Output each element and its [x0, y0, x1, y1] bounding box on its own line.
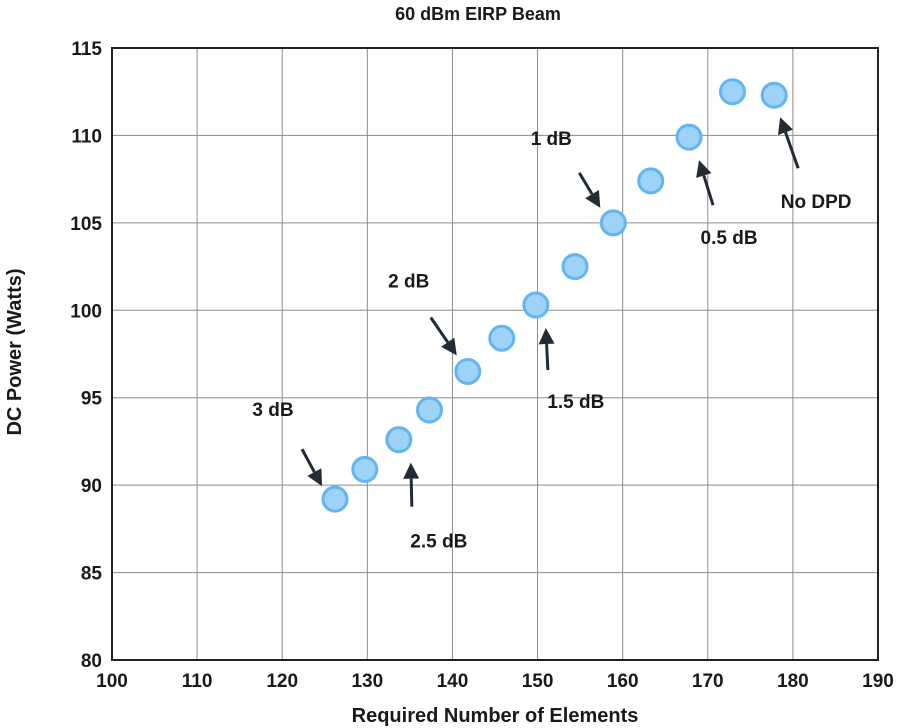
y-tick-label: 80	[81, 651, 102, 672]
y-tick-label: 115	[71, 39, 102, 60]
annotation-label: 0.5 dB	[701, 228, 758, 249]
x-tick-label: 120	[266, 671, 298, 692]
data-point	[675, 123, 703, 151]
annotation-arrow	[784, 131, 800, 169]
data-point	[454, 357, 482, 385]
annotation-label: No DPD	[781, 192, 852, 213]
annotation-arrow	[578, 172, 594, 195]
annotation-label: 1.5 dB	[547, 392, 604, 413]
x-tick-label: 140	[437, 671, 469, 692]
data-points	[321, 78, 788, 513]
grid	[111, 47, 879, 661]
y-tick-label: 105	[70, 214, 102, 235]
data-point	[637, 167, 665, 195]
x-tick-label: 180	[777, 671, 809, 692]
arrow-head	[441, 337, 457, 356]
x-tick-label: 150	[522, 671, 554, 692]
annotation-arrow	[545, 343, 550, 371]
annotation-label: 2 dB	[388, 271, 429, 292]
data-point	[415, 396, 443, 424]
plot-frame	[111, 47, 879, 661]
data-point	[321, 485, 349, 513]
chart-title: 60 dBm EIRP Beam	[395, 4, 561, 24]
data-point	[760, 81, 788, 109]
data-point	[599, 209, 627, 237]
arrow-head	[403, 462, 420, 479]
y-tick-label: 110	[71, 126, 102, 147]
data-point	[522, 291, 550, 319]
arrow-head	[777, 117, 794, 135]
annotation-label: 3 dB	[252, 400, 293, 421]
y-tick-label: 90	[81, 476, 102, 497]
data-point	[488, 324, 516, 352]
arrow-head	[585, 190, 601, 208]
x-tick-label: 100	[96, 671, 128, 692]
x-tick-label: 190	[862, 671, 894, 692]
y-axis-ticks: 80 85 90 95 100 105 110 115	[70, 39, 102, 672]
x-tick-label: 160	[607, 671, 639, 692]
data-point	[385, 426, 413, 454]
arrow-head	[696, 160, 712, 178]
annotation-arrow	[702, 175, 715, 206]
annotation-arrow	[409, 478, 414, 507]
annotation-label: 2.5 dB	[410, 532, 467, 553]
annotation-label: 1 dB	[531, 129, 572, 150]
annotation-arrow	[429, 316, 449, 344]
data-point	[351, 455, 379, 483]
y-tick-label: 100	[70, 301, 102, 322]
annotation-arrow	[300, 448, 316, 473]
data-point	[718, 78, 746, 106]
y-tick-label: 85	[81, 564, 103, 585]
y-axis-label: DC Power (Watts)	[4, 268, 26, 435]
x-tick-label: 170	[692, 671, 724, 692]
arrow-head	[538, 328, 555, 345]
y-tick-label: 95	[81, 389, 103, 410]
data-point	[561, 253, 589, 281]
x-tick-label: 110	[182, 671, 213, 692]
annotations: 3 dB 2.5 dB 2 dB 1.5 dB 1 dB 0.5 dB No DPD	[252, 129, 851, 553]
x-axis-label: Required Number of Elements	[352, 705, 639, 727]
x-axis-ticks: 100 110 120 130 140 150 160 170 180 190	[96, 671, 894, 692]
x-tick-label: 130	[351, 671, 383, 692]
annotation-arrows	[300, 117, 800, 507]
arrow-head	[307, 468, 322, 487]
